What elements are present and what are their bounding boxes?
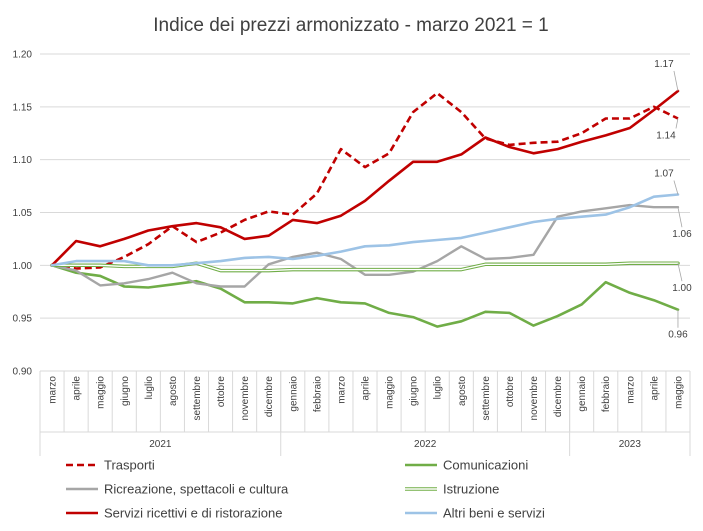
x-tick-label: marzo: [48, 376, 59, 404]
x-tick-label: settembre: [192, 376, 203, 421]
x-tick-label: febbraio: [601, 376, 612, 413]
chart-title: Indice dei prezzi armonizzato - marzo 20…: [153, 15, 549, 36]
y-tick-label: 1.20: [13, 50, 33, 61]
legend-label: Istruzione: [443, 482, 499, 497]
series-line: [50, 193, 680, 267]
x-tick-label: maggio: [96, 376, 107, 409]
data-label: 1.17: [654, 59, 674, 70]
data-label: 1.14: [656, 130, 676, 141]
x-tick-label: giugno: [409, 376, 420, 406]
series-line: [50, 203, 680, 288]
x-tick-label: gennaio: [577, 376, 588, 412]
legend: Trasporti Comunicazioni Ricreazione, spett…: [66, 458, 545, 521]
y-tick-label: 0.95: [13, 314, 33, 325]
x-tick-label: agosto: [457, 376, 468, 406]
leader-line: [673, 70, 679, 92]
x-tick-label: aprile: [72, 376, 83, 401]
legend-label: Servizi ricettivi e di ristorazione: [104, 506, 282, 521]
data-label: 1.07: [654, 169, 674, 180]
x-tick-label: agosto: [168, 376, 179, 406]
series-line: [50, 89, 680, 267]
y-tick-label: 0.90: [13, 367, 33, 378]
x-tick-label: settembre: [481, 376, 492, 421]
leader-line: [677, 263, 683, 282]
legend-label: Ricreazione, spettacoli e cultura: [104, 482, 289, 497]
x-tick-label: novembre: [240, 376, 251, 421]
leader-line: [673, 180, 679, 195]
legend-label: Trasporti: [104, 458, 155, 473]
x-tick-label: giugno: [120, 376, 131, 406]
x-tick-label: luglio: [144, 376, 155, 400]
x-tick-label: marzo: [625, 376, 636, 404]
x-tick-label: maggio: [385, 376, 396, 409]
series-line: [50, 263, 680, 328]
x-tick-label: maggio: [673, 376, 684, 409]
x-tick-label: ottobre: [216, 376, 227, 408]
x-tick-label: aprile: [649, 376, 660, 401]
x-tick-label: aprile: [361, 376, 372, 401]
x-tick-label: luglio: [433, 376, 444, 400]
y-axis: 0.90 0.95 1.00 1.05 1.10 1.15 1.20: [13, 50, 33, 378]
data-label: 1.00: [672, 283, 692, 294]
leader-line: [675, 118, 679, 129]
x-tick-label: ottobre: [505, 376, 516, 408]
x-tick-label: novembre: [529, 376, 540, 421]
series-lines: [50, 89, 680, 328]
y-tick-label: 1.00: [13, 261, 33, 272]
legend-label: Altri beni e servizi: [443, 506, 545, 521]
legend-label: Comunicazioni: [443, 458, 528, 473]
data-label: 1.06: [672, 229, 692, 240]
x-tick-label: febbraio: [312, 376, 323, 413]
y-tick-label: 1.15: [13, 102, 33, 113]
x-tick-label: marzo: [336, 376, 347, 404]
series-line: [51, 91, 679, 270]
year-label: 2022: [414, 439, 437, 450]
x-tick-label: dicembre: [553, 376, 564, 418]
year-label: 2023: [619, 439, 642, 450]
y-tick-label: 1.10: [13, 155, 33, 166]
data-label: 0.96: [668, 330, 688, 341]
leader-line: [677, 207, 683, 228]
y-tick-label: 1.05: [13, 208, 33, 219]
data-labels: 1.17 1.14 1.07 1.06 1.00 0.96: [654, 59, 692, 341]
gridlines: [40, 53, 690, 372]
year-label: 2021: [149, 439, 172, 450]
x-tick-label: gennaio: [288, 376, 299, 412]
x-axis: marzo aprile maggio giugno luglio agosto sette…: [39, 371, 691, 456]
x-tick-label: dicembre: [264, 376, 275, 418]
